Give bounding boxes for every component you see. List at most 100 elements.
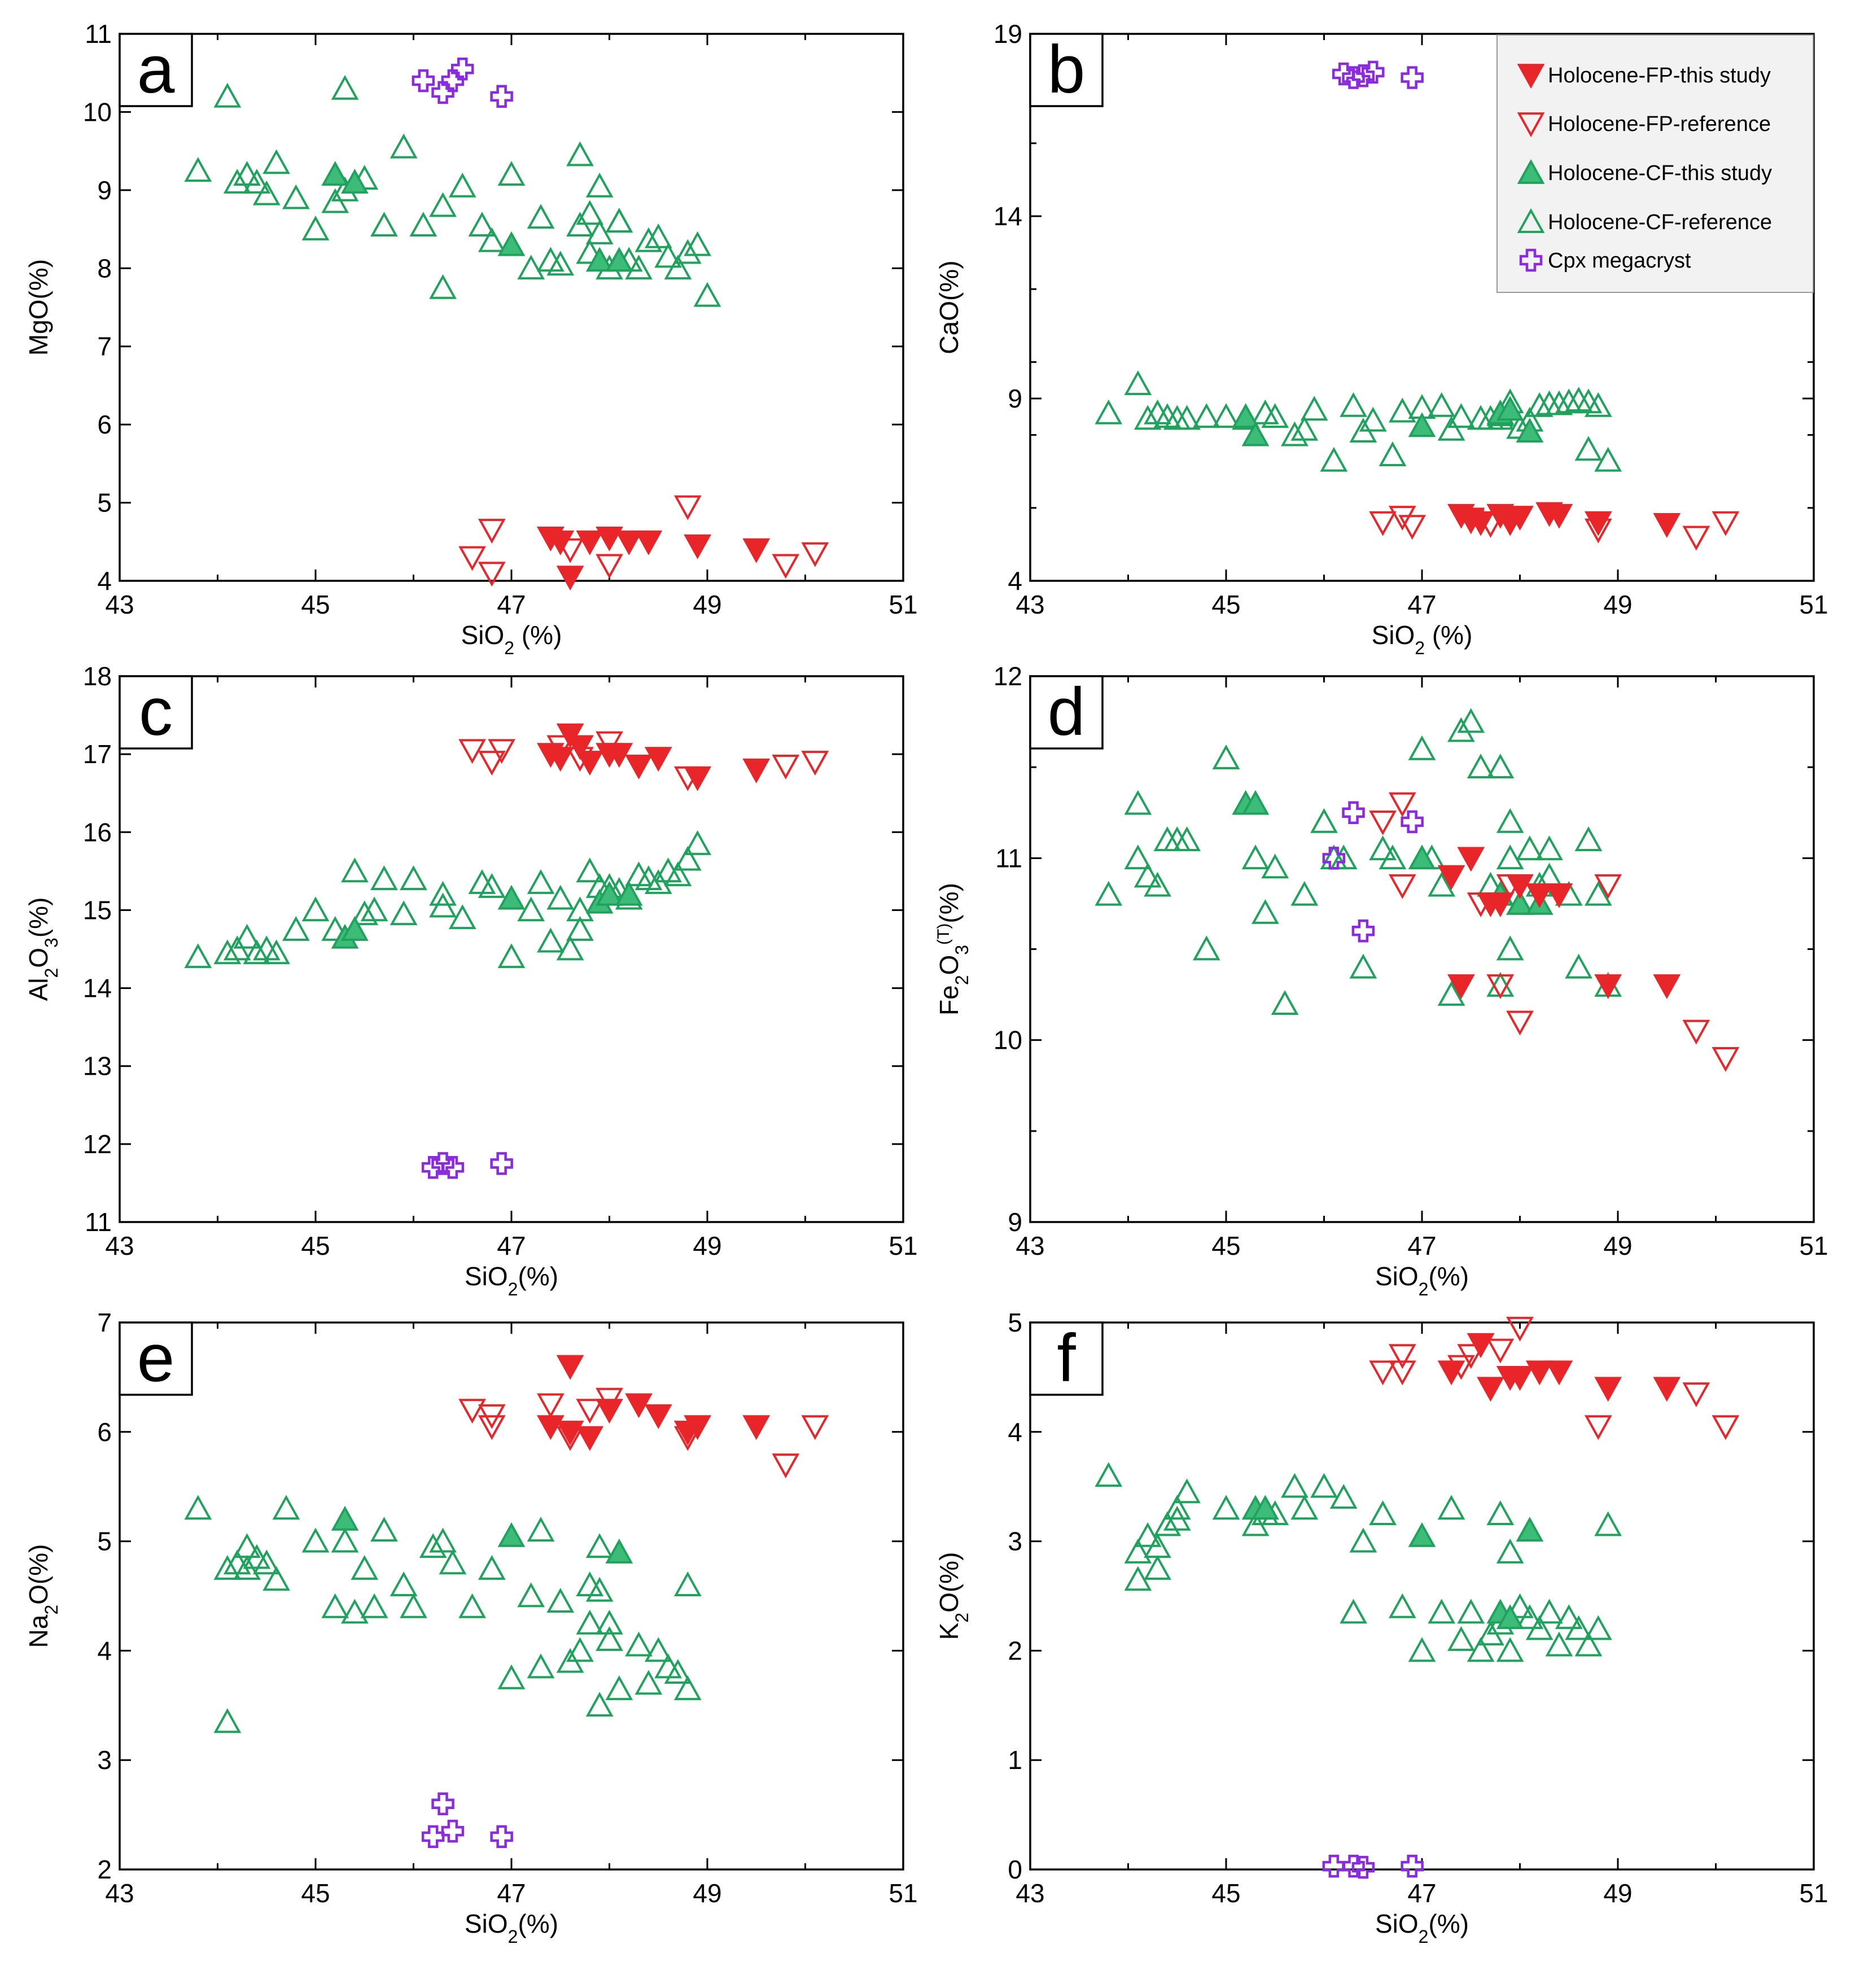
series-cpx-megacryst bbox=[1322, 1854, 1424, 1879]
data-point bbox=[1506, 1593, 1534, 1618]
data-point bbox=[1712, 1415, 1740, 1440]
data-point bbox=[1192, 403, 1220, 428]
legend-marker bbox=[1519, 248, 1543, 272]
data-point bbox=[233, 161, 261, 186]
data-point bbox=[576, 530, 604, 555]
data-point bbox=[634, 1670, 663, 1695]
data-point bbox=[1388, 1344, 1416, 1369]
data-point bbox=[1437, 865, 1465, 890]
data-point bbox=[556, 1420, 584, 1446]
series-holocene-cf-reference bbox=[1095, 708, 1622, 1015]
panel-label: e bbox=[137, 1320, 175, 1396]
data-point bbox=[664, 255, 692, 280]
data-point bbox=[351, 1555, 379, 1580]
data-point bbox=[1565, 953, 1592, 979]
legend-label: Cpx megacryst bbox=[1548, 249, 1691, 273]
x-tick-label: 45 bbox=[301, 590, 330, 619]
series-holocene-cf-reference bbox=[184, 1495, 702, 1733]
panel-c: 43 45 47 49 51 11 12 13 14 15 16 17 18 SiO2(%) Al2O3(%… bbox=[24, 662, 918, 1299]
data-point bbox=[684, 534, 712, 559]
data-point bbox=[1163, 1505, 1191, 1531]
data-point bbox=[282, 184, 310, 209]
data-point bbox=[1506, 1010, 1534, 1036]
panel-label: a bbox=[137, 32, 175, 107]
data-point bbox=[1535, 835, 1563, 861]
data-point bbox=[556, 1355, 584, 1380]
data-point bbox=[1653, 1377, 1681, 1402]
data-point bbox=[605, 1675, 633, 1701]
data-point bbox=[1428, 392, 1456, 417]
data-point bbox=[1351, 1855, 1375, 1879]
data-point bbox=[243, 168, 271, 194]
series-holocene-fp-this-study bbox=[537, 527, 771, 591]
data-point bbox=[1281, 1473, 1309, 1498]
y-tick-label: 18 bbox=[83, 662, 112, 691]
data-point bbox=[1467, 1333, 1495, 1358]
data-point bbox=[1173, 405, 1201, 430]
series-holocene-fp-reference bbox=[458, 495, 829, 587]
data-point bbox=[1329, 844, 1358, 870]
data-point bbox=[556, 935, 584, 961]
data-point bbox=[1290, 1495, 1319, 1520]
series-holocene-cf-reference bbox=[1095, 370, 1622, 472]
data-point bbox=[1290, 415, 1319, 441]
data-point bbox=[243, 939, 271, 965]
data-point bbox=[458, 1399, 486, 1424]
data-point bbox=[576, 1426, 604, 1451]
y-tick-label: 13 bbox=[83, 1052, 112, 1081]
data-point bbox=[1584, 392, 1612, 417]
data-point bbox=[431, 1152, 454, 1175]
data-point bbox=[1408, 735, 1436, 760]
data-point bbox=[1173, 1478, 1201, 1504]
data-point bbox=[673, 1675, 702, 1701]
data-point bbox=[1134, 862, 1162, 888]
data-point bbox=[370, 212, 398, 237]
data-point bbox=[625, 1393, 653, 1418]
data-point bbox=[1437, 1495, 1465, 1520]
plot-frame bbox=[119, 33, 904, 582]
y-tick-label: 11 bbox=[85, 1207, 112, 1237]
data-point bbox=[576, 857, 604, 883]
data-point bbox=[497, 231, 526, 256]
y-tick-label: 10 bbox=[83, 97, 112, 126]
data-point bbox=[1682, 526, 1710, 551]
data-point bbox=[272, 1495, 300, 1520]
data-point bbox=[546, 884, 575, 910]
data-point bbox=[772, 755, 800, 780]
data-point bbox=[301, 896, 330, 922]
series-cpx-megacryst bbox=[412, 58, 513, 108]
panel-d: 43 45 47 49 51 9 10 11 12 SiO2(%) Fe2O3(T)(%) d bbox=[934, 662, 1828, 1299]
x-tick-label: 49 bbox=[1603, 1878, 1632, 1908]
data-point bbox=[1428, 1599, 1456, 1624]
data-point bbox=[478, 873, 506, 898]
y-tick-label: 11 bbox=[995, 843, 1022, 873]
data-point bbox=[184, 943, 212, 969]
x-tick-label: 51 bbox=[889, 590, 917, 619]
data-point bbox=[1379, 441, 1407, 466]
data-point bbox=[1506, 874, 1534, 899]
data-point bbox=[1467, 754, 1495, 779]
data-point bbox=[1437, 415, 1465, 441]
data-point bbox=[537, 1415, 565, 1440]
series-holocene-cf-reference bbox=[184, 75, 721, 307]
series-holocene-cf-this-study bbox=[321, 161, 633, 272]
x-tick-label: 47 bbox=[1407, 590, 1436, 619]
data-point bbox=[321, 161, 349, 186]
data-point bbox=[546, 747, 575, 772]
data-point bbox=[1408, 844, 1436, 870]
data-point bbox=[331, 75, 359, 100]
data-point bbox=[615, 530, 643, 555]
x-tick-label: 43 bbox=[1016, 590, 1044, 619]
x-axis-label: SiO2 (%) bbox=[1372, 620, 1473, 658]
data-point bbox=[664, 861, 692, 887]
y-tick-label: 4 bbox=[97, 566, 112, 595]
data-point bbox=[1408, 1637, 1436, 1662]
x-tick-label: 43 bbox=[1016, 1231, 1044, 1260]
data-point bbox=[370, 865, 398, 891]
y-tick-label: 0 bbox=[1008, 1855, 1022, 1884]
data-point bbox=[1594, 1377, 1622, 1402]
data-point bbox=[546, 1588, 575, 1613]
y-tick-label: 4 bbox=[1008, 1417, 1022, 1447]
data-point bbox=[1496, 935, 1524, 961]
legend-label: Holocene-CF-this study bbox=[1548, 161, 1772, 185]
